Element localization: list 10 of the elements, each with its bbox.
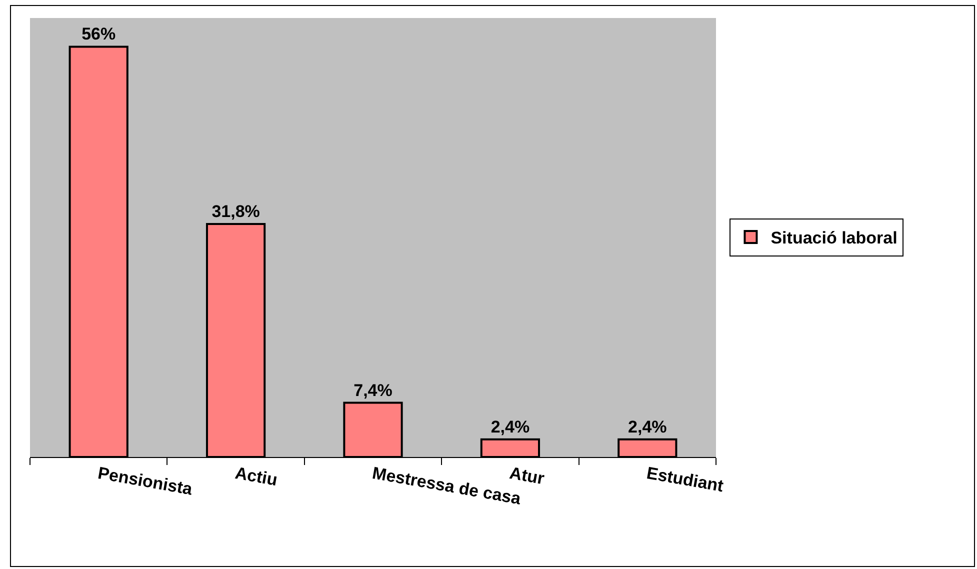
x-tick-label: Actiu	[234, 464, 279, 490]
data-label: 7,4%	[354, 380, 392, 400]
data-label: 2,4%	[628, 417, 667, 436]
data-label: 2,4%	[490, 417, 530, 436]
data-label: 56%	[82, 24, 116, 44]
x-tick-label: Pensionista	[96, 464, 194, 499]
legend-label: Situació laboral	[770, 228, 898, 248]
x-tick-label: Estudiant	[645, 464, 726, 496]
data-label: 31,8%	[212, 202, 260, 222]
x-tick-label: Atur	[508, 464, 546, 488]
